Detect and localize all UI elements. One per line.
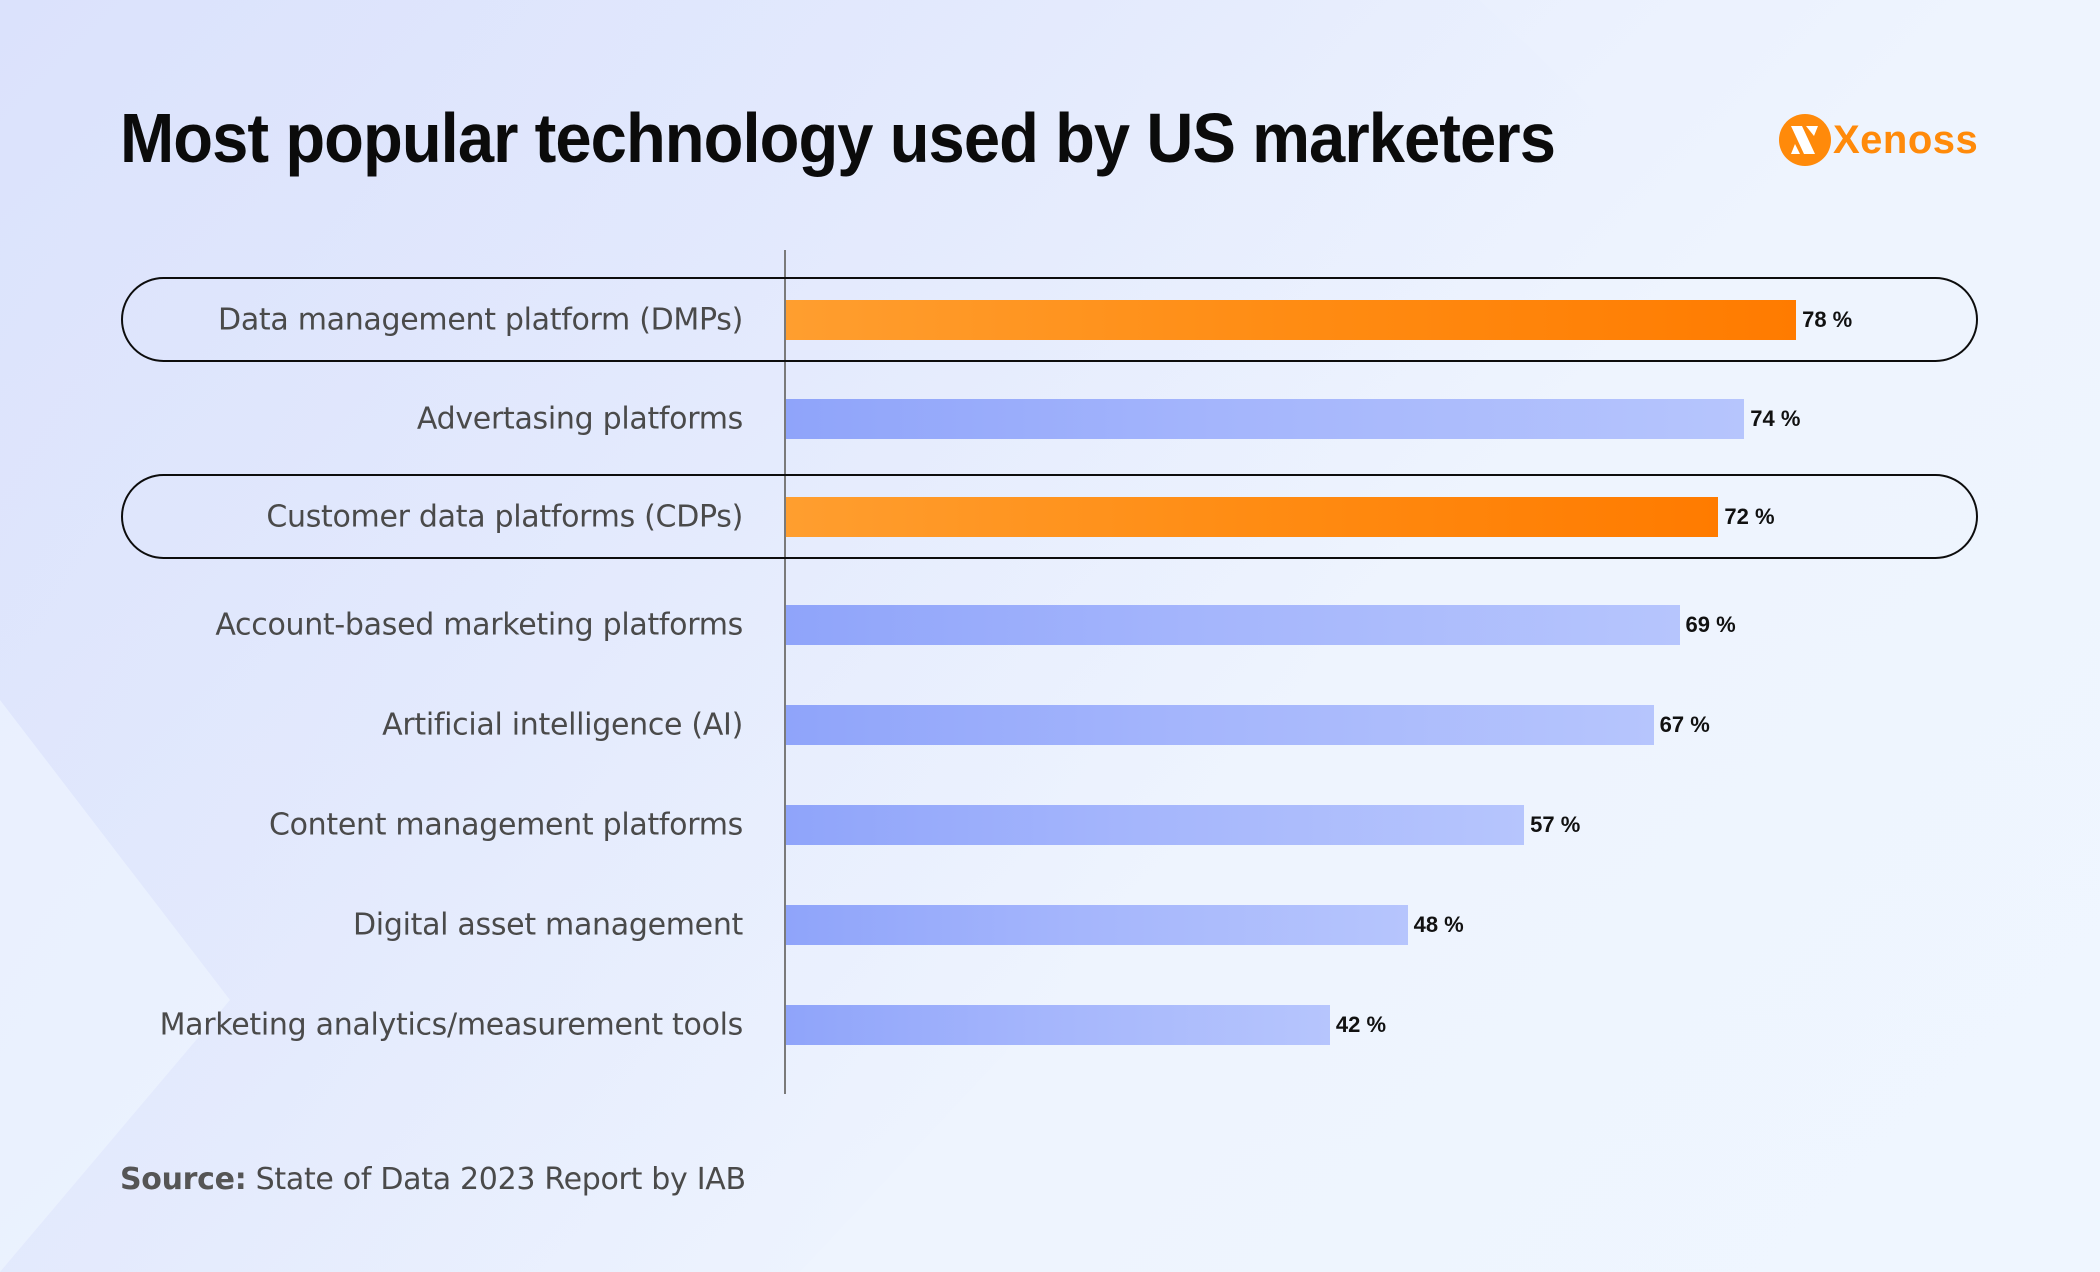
chart-title: Most popular technology used by US marke… (120, 99, 1556, 177)
value-label: 69 % (1685, 612, 1736, 637)
source-note: Source: State of Data 2023 Report by IAB (120, 1162, 746, 1197)
value-label: 72 % (1724, 504, 1775, 529)
bar (786, 605, 1680, 645)
bar-highlighted (786, 300, 1797, 340)
source-label: Source: (120, 1162, 247, 1197)
value-label: 42 % (1335, 1012, 1387, 1037)
bar (786, 805, 1525, 845)
highlight-outline (121, 277, 1978, 362)
value-label: 74 % (1750, 406, 1801, 431)
bar (786, 705, 1654, 745)
value-label: 67 % (1659, 712, 1710, 737)
logo-text: Xenoss (1833, 117, 1979, 162)
category-label: Digital asset management (353, 907, 743, 943)
category-label: Customer data platforms (CDPs) (266, 499, 743, 535)
bar-highlighted (786, 497, 1719, 537)
highlight-outline (121, 474, 1978, 559)
bar (786, 905, 1408, 945)
category-label: Advertasing platforms (416, 401, 743, 437)
category-label: Content management platforms (268, 807, 743, 843)
category-axis-line (784, 250, 786, 1094)
category-label: Account-based marketing platforms (215, 607, 743, 643)
brand-logo: Xenoss (1779, 113, 1978, 167)
value-label: 57 % (1530, 812, 1581, 837)
category-label: Data management platform (DMPs) (218, 302, 743, 338)
bar (786, 399, 1745, 439)
xenoss-logo-icon (1779, 114, 1831, 166)
source-text: State of Data 2023 Report by IAB (255, 1162, 746, 1197)
category-label: Marketing analytics/measurement tools (159, 1007, 744, 1043)
value-label: 78 % (1802, 307, 1853, 332)
value-label: 48 % (1413, 912, 1464, 937)
bar (786, 1005, 1330, 1045)
category-label: Artificial intelligence (AI) (382, 707, 743, 743)
